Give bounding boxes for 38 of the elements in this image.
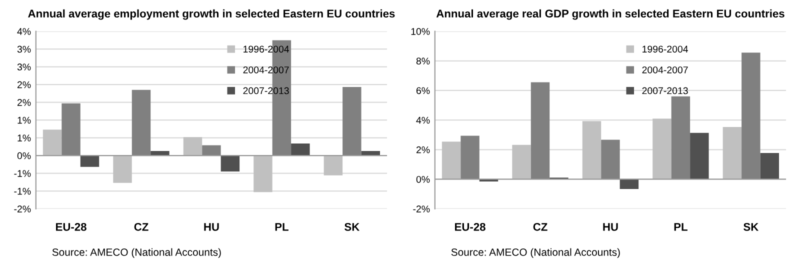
legend-label: 2004-2007 [642, 66, 688, 74]
legend-label: 2007-2013 [642, 87, 688, 94]
y-tick-label: 4% [416, 116, 430, 124]
y-tick-label: 2% [17, 99, 31, 106]
legend-label: 2004-2007 [243, 66, 289, 74]
x-tick-label: CZ [134, 222, 148, 231]
x-tick-label: CZ [533, 222, 548, 231]
y-tick-label: 0% [416, 176, 430, 183]
chart-title: Annual average employment growth in selected Eastern EU countries [28, 9, 395, 20]
chart-title: Annual average real GDP growth in selected Eastern EU countries [436, 9, 784, 20]
legend-label: 1996-2004 [642, 46, 688, 53]
y-tick-label: 3% [17, 64, 31, 70]
source-note: Source: AMECO (National Accounts) [52, 248, 221, 258]
source-note: Source: AMECO (National Accounts) [451, 248, 620, 258]
y-tick-label: -2% [14, 206, 31, 212]
x-tick-label: SK [344, 222, 360, 231]
y-tick-label: 10% [411, 28, 430, 35]
y-tick-label: 0% [17, 152, 31, 160]
x-tick-label: EU-28 [56, 222, 86, 231]
y-tick-label: -2% [413, 206, 430, 212]
y-tick-label: 4% [17, 28, 31, 35]
y-tick-label: -1% [14, 188, 31, 195]
x-tick-label: SK [744, 222, 759, 231]
x-tick-label: HU [603, 223, 618, 231]
legend-label: 2007-2013 [243, 87, 289, 94]
legend-label: 1996-2004 [244, 46, 290, 53]
y-tick-label: 2% [416, 146, 430, 154]
y-tick-label: 8% [416, 58, 430, 65]
y-tick-label: 6% [416, 87, 430, 94]
y-tick-label: 1% [18, 134, 31, 142]
y-tick-label: -1% [14, 170, 31, 177]
x-tick-label: EU-28 [455, 222, 486, 231]
x-tick-label: PL [674, 223, 688, 231]
x-tick-label: PL [275, 223, 288, 231]
y-tick-label: 3% [17, 46, 31, 53]
x-tick-label: HU [204, 223, 219, 231]
y-tick-label: 2% [17, 81, 31, 88]
y-tick-label: 1% [18, 116, 31, 124]
